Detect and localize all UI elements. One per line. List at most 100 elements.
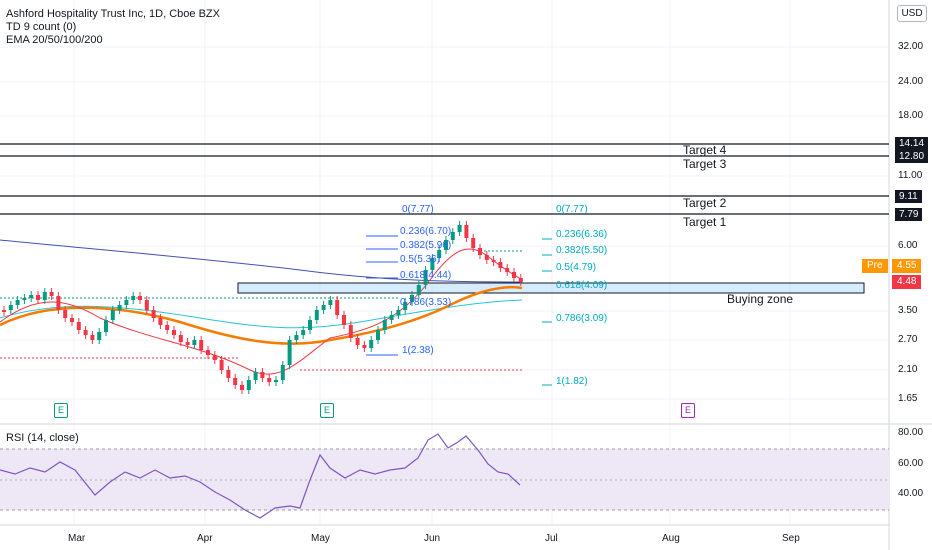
target4-label[interactable]: Target 4	[683, 143, 727, 157]
candle-body	[471, 238, 476, 248]
candle-body	[36, 295, 40, 300]
buying-zone-box	[237, 282, 865, 294]
candle-body	[518, 278, 523, 282]
candle-body	[301, 330, 306, 335]
candle-body	[172, 330, 176, 335]
price-axis-label: 6.00	[898, 240, 918, 251]
rsi-axis-label: 40.00	[898, 488, 924, 499]
candle-body	[70, 318, 74, 322]
candle-body	[464, 225, 469, 238]
fib-left-label: 0.382(5.96)	[400, 240, 452, 251]
candle-body	[403, 302, 408, 310]
candle-body	[376, 330, 380, 340]
candle-body	[396, 310, 401, 315]
candle-body	[233, 378, 238, 385]
fib-right-label: 0.236(6.36)	[556, 229, 608, 240]
candle-body	[104, 320, 108, 332]
candle-body	[410, 295, 414, 302]
candle-body	[430, 258, 435, 270]
fib-right-label: 0(7.77)	[556, 204, 588, 215]
fib-left-label: 0.236(6.70)	[400, 226, 452, 237]
candle-body	[192, 340, 197, 345]
candle-body	[240, 385, 244, 390]
earnings-marker[interactable]: E	[681, 403, 695, 418]
candlesticks	[2, 221, 523, 394]
candle-body	[15, 300, 20, 305]
currency-button[interactable]: USD	[897, 5, 927, 22]
candle-body	[342, 315, 346, 325]
buying-zone-label[interactable]: Buying zone	[727, 292, 794, 306]
candle-body	[253, 372, 258, 380]
candle-body	[416, 285, 421, 295]
candle-body	[287, 340, 292, 365]
candle-body	[491, 260, 496, 262]
candle-body	[450, 232, 455, 240]
time-axis-label: May	[311, 533, 330, 544]
candle-body	[185, 342, 190, 345]
candle-body	[457, 225, 462, 232]
candle-body	[437, 250, 442, 258]
candle-body	[206, 350, 210, 355]
td9-indicator[interactable]: TD 9 count (0)	[6, 21, 77, 33]
earnings-marker[interactable]: E	[54, 403, 68, 418]
target4-price-tag: 14.14	[895, 137, 929, 150]
candle-body	[355, 338, 360, 345]
candle-body	[382, 320, 387, 330]
price-axis-label: 18.00	[898, 110, 924, 121]
candle-body	[308, 320, 312, 330]
earnings-marker[interactable]: E	[320, 403, 334, 418]
candle-body	[328, 300, 333, 305]
candle-body	[138, 296, 142, 300]
target2-price-tag: 9.11	[895, 190, 922, 203]
candle-body	[294, 335, 299, 340]
ema-indicator[interactable]: EMA 20/50/100/200	[6, 34, 103, 46]
candle-body	[389, 315, 394, 320]
fib-right-label: 0.5(4.79)	[556, 262, 597, 273]
candle-body	[8, 305, 13, 310]
fib-right-label: 0.618(4.09)	[556, 280, 608, 291]
fib-left-lines	[366, 235, 398, 356]
premarket-price-tag: 4.55	[892, 259, 922, 273]
candle-body	[76, 322, 81, 330]
rsi-indicator[interactable]: RSI (14, close)	[6, 432, 79, 444]
candle-body	[83, 330, 88, 335]
candle-body	[444, 240, 448, 250]
time-axis-label: Sep	[782, 533, 800, 544]
candle-body	[505, 268, 510, 272]
price-axis-label: 32.00	[898, 41, 924, 52]
candle-body	[144, 300, 149, 310]
candle-body	[42, 292, 47, 300]
time-axis-label: Jul	[545, 533, 558, 544]
fib-right-label: 0.786(3.09)	[556, 313, 608, 324]
fib-right-label: 1(1.82)	[556, 376, 588, 387]
rsi-line	[0, 433, 521, 519]
candle-body	[110, 310, 115, 320]
ema-20-line	[0, 248, 523, 375]
candle-body	[22, 298, 27, 300]
price-axis-label: 1.65	[898, 393, 918, 404]
candle-body	[151, 310, 156, 318]
fib-left-label: 0(7.77)	[402, 204, 434, 215]
target2-label[interactable]: Target 2	[683, 196, 727, 210]
price-axis-label: 11.00	[898, 170, 923, 181]
candle-body	[29, 295, 34, 298]
price-axis-label: 24.00	[898, 76, 924, 87]
candle-body	[199, 340, 204, 350]
symbol-title[interactable]: Ashford Hospitality Trust Inc, 1D, Cboe …	[6, 8, 220, 20]
last-price-tag: 4.48	[892, 275, 922, 289]
candle-body	[348, 325, 353, 338]
candle-body	[362, 345, 367, 348]
candle-body	[49, 292, 54, 296]
candle-body	[267, 378, 272, 382]
target3-label[interactable]: Target 3	[683, 157, 727, 171]
premarket-label: Pre	[862, 259, 888, 273]
candle-body	[369, 340, 374, 348]
target1-label[interactable]: Target 1	[683, 215, 727, 229]
price-axis-label: 3.50	[898, 305, 918, 316]
candle-body	[280, 365, 285, 380]
candle-body	[97, 332, 102, 340]
candle-body	[63, 310, 68, 318]
candle-body	[2, 310, 6, 312]
ema-50-line	[0, 285, 523, 345]
